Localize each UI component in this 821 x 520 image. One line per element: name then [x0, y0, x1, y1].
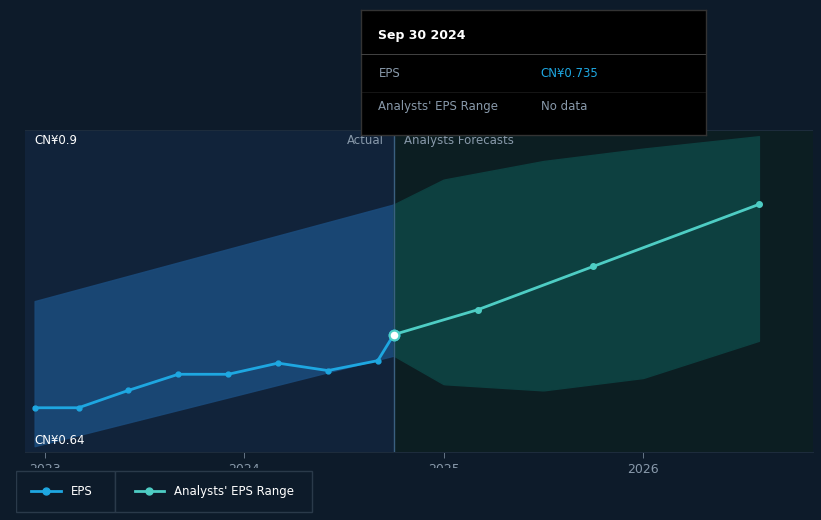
Text: Analysts Forecasts: Analysts Forecasts [404, 134, 514, 147]
Bar [394, 130, 813, 452]
FancyBboxPatch shape [115, 471, 312, 512]
Text: Sep 30 2024: Sep 30 2024 [378, 29, 466, 42]
Text: Actual: Actual [346, 134, 383, 147]
Bar [25, 130, 394, 452]
Text: CN¥0.735: CN¥0.735 [540, 67, 599, 80]
Text: No data: No data [540, 100, 587, 113]
Text: Analysts' EPS Range: Analysts' EPS Range [378, 100, 498, 113]
FancyBboxPatch shape [16, 471, 115, 512]
Text: EPS: EPS [378, 67, 400, 80]
Text: Analysts' EPS Range: Analysts' EPS Range [174, 485, 294, 498]
Text: CN¥0.64: CN¥0.64 [34, 434, 85, 447]
Text: EPS: EPS [71, 485, 92, 498]
Text: CN¥0.9: CN¥0.9 [34, 134, 78, 147]
